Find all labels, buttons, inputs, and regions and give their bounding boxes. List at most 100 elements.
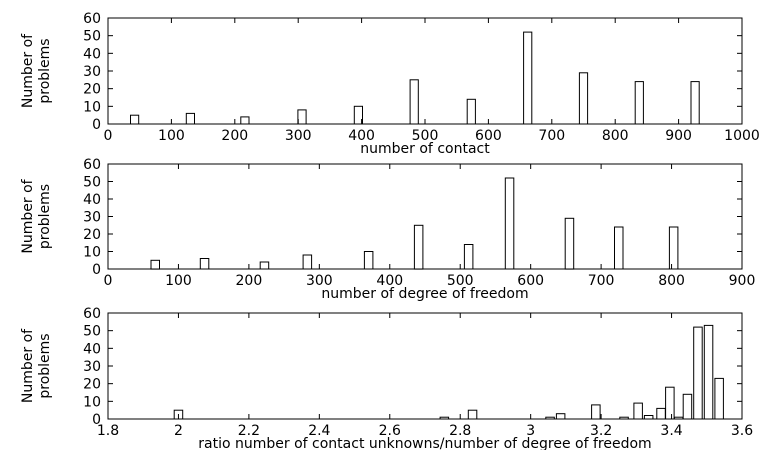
bar	[555, 413, 566, 420]
y-tick-label: 50	[83, 324, 101, 340]
x-tick-label: 1000	[724, 128, 760, 144]
bar	[130, 114, 140, 125]
x-axis-label: ratio number of contact unknowns/number …	[198, 436, 651, 450]
y-tick-label: 30	[83, 64, 101, 80]
x-tick-label: 600	[517, 273, 544, 289]
bar	[703, 324, 714, 420]
x-tick-label: 3	[526, 423, 535, 439]
x-tick-label: 2.8	[449, 423, 471, 439]
bar	[656, 407, 666, 420]
x-tick-label: 200	[221, 128, 248, 144]
bar	[614, 226, 624, 270]
bar	[714, 377, 724, 420]
bar	[693, 326, 703, 420]
bar	[297, 109, 307, 125]
x-tick-label: 800	[658, 273, 685, 289]
y-tick-label: 20	[83, 82, 101, 98]
y-tick-label: 10	[83, 394, 101, 410]
x-tick-label: 900	[665, 128, 692, 144]
bar	[504, 177, 515, 270]
x-tick-label: 400	[348, 128, 375, 144]
y-tick-label: 20	[83, 377, 101, 393]
x-tick-label: 0	[104, 128, 113, 144]
x-tick-label: 900	[729, 273, 756, 289]
y-tick-label: 0	[92, 262, 101, 278]
plot-frame	[107, 312, 743, 420]
y-tick-label: 60	[83, 11, 101, 27]
x-tick-label: 600	[475, 128, 502, 144]
x-tick-label: 2	[174, 423, 183, 439]
x-tick-label: 300	[285, 128, 312, 144]
bar	[643, 415, 654, 420]
y-tick-label: 60	[83, 306, 101, 322]
bar	[564, 217, 575, 270]
x-tick-label: 1.8	[97, 423, 119, 439]
plot-frame	[107, 17, 743, 125]
bar	[690, 81, 700, 125]
y-axis-label: problems	[37, 184, 53, 249]
bar	[682, 393, 693, 420]
x-axis-label: number of degree of freedom	[321, 286, 528, 302]
x-tick-label: 200	[236, 273, 263, 289]
y-tick-label: 40	[83, 192, 101, 208]
x-tick-label: 3.2	[590, 423, 612, 439]
bar	[523, 31, 533, 125]
y-axis-label: Number of	[20, 178, 36, 253]
y-tick-label: 50	[83, 29, 101, 45]
y-tick-label: 30	[83, 210, 101, 226]
bar	[591, 404, 601, 420]
y-tick-label: 0	[92, 117, 101, 133]
y-tick-label: 40	[83, 46, 101, 62]
y-tick-label: 60	[83, 157, 101, 173]
x-axis-label: number of contact	[360, 141, 490, 157]
bar	[363, 251, 374, 270]
plot-frame	[107, 163, 743, 270]
x-tick-label: 300	[306, 273, 333, 289]
bar	[150, 259, 160, 270]
y-axis-label: Number of	[20, 33, 36, 108]
x-tick-label: 2.2	[238, 423, 260, 439]
y-tick-label: 20	[83, 227, 101, 243]
bar	[578, 72, 589, 125]
x-tick-label: 3.4	[660, 423, 682, 439]
bar	[665, 386, 675, 420]
x-tick-label: 800	[602, 128, 629, 144]
y-axis-label: problems	[37, 333, 53, 398]
y-tick-label: 10	[83, 99, 101, 115]
x-tick-label: 700	[588, 273, 615, 289]
x-tick-label: 500	[412, 128, 439, 144]
y-tick-label: 10	[83, 245, 101, 261]
bar	[302, 254, 313, 270]
bar	[185, 112, 196, 125]
x-tick-label: 0	[104, 273, 113, 289]
bar	[199, 258, 210, 270]
y-tick-label: 40	[83, 341, 101, 357]
x-tick-label: 3.6	[731, 423, 753, 439]
y-axis-label: Number of	[20, 328, 36, 403]
bar	[634, 81, 644, 125]
bar	[463, 244, 474, 270]
bar	[466, 98, 476, 125]
bar	[259, 261, 270, 270]
y-tick-label: 50	[83, 175, 101, 191]
x-tick-label: 100	[165, 273, 192, 289]
bar	[467, 409, 478, 420]
bar	[240, 116, 250, 125]
chart-1: 0 100 200 300 400 500 600 700 800 900 100001020304…	[20, 11, 760, 157]
y-tick-label: 0	[92, 412, 101, 428]
bar	[413, 224, 424, 270]
bar	[668, 226, 679, 270]
y-axis-label: problems	[37, 38, 53, 103]
bar	[633, 402, 643, 420]
x-tick-label: 100	[158, 128, 185, 144]
bar	[409, 79, 419, 125]
y-tick-label: 30	[83, 359, 101, 375]
x-tick-label: 500	[447, 273, 474, 289]
x-tick-label: 400	[376, 273, 403, 289]
x-tick-label: 700	[538, 128, 565, 144]
x-tick-label: 2.4	[308, 423, 330, 439]
x-tick-label: 2.6	[379, 423, 401, 439]
